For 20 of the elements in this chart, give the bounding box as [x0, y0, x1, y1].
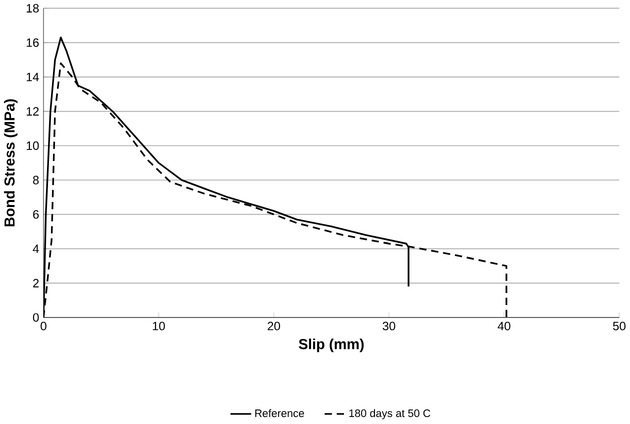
legend-label: 180 days at 50 C [349, 409, 430, 420]
y-tick-label: 12 [26, 107, 39, 116]
x-tick-label: 0 [40, 322, 46, 330]
x-tick-label: 20 [268, 322, 280, 330]
y-tick-label: 14 [26, 73, 39, 82]
x-axis-title: Slip (mm) [298, 338, 364, 352]
y-tick-label: 0 [33, 313, 39, 322]
x-tick-label: 30 [382, 322, 396, 330]
x-tick-label: 50 [613, 322, 626, 330]
y-tick-label: 2 [33, 279, 39, 288]
y-axis-title: Bond Stress (MPa) [4, 99, 18, 226]
legend-label: Reference [255, 409, 304, 418]
y-tick-label: 10 [26, 142, 39, 150]
y-tick-label: 8 [33, 176, 39, 185]
y-tick-label: 4 [32, 244, 39, 254]
y-tick-label: 6 [33, 210, 39, 219]
y-tick-label: 18 [26, 4, 39, 13]
x-tick-label: 40 [498, 322, 510, 330]
x-tick-label: 10 [152, 322, 165, 330]
y-tick-label: 16 [26, 38, 39, 48]
